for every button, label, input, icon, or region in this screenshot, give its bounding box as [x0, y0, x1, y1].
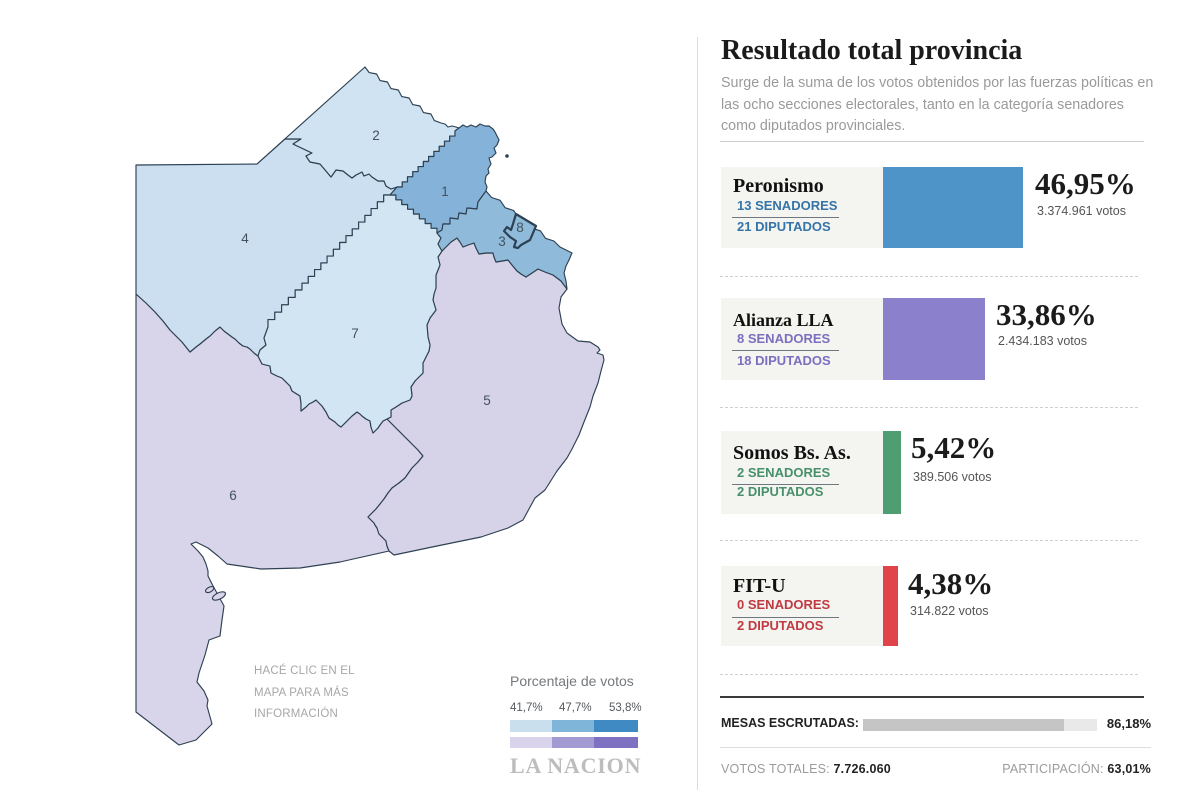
svg-text:8: 8 [516, 220, 524, 235]
svg-text:1: 1 [441, 184, 449, 199]
svg-text:3: 3 [498, 234, 506, 249]
svg-text:4: 4 [241, 231, 249, 246]
svg-text:2: 2 [372, 128, 380, 143]
svg-text:6: 6 [229, 488, 237, 503]
svg-text:7: 7 [351, 326, 359, 341]
svg-text:5: 5 [483, 393, 491, 408]
